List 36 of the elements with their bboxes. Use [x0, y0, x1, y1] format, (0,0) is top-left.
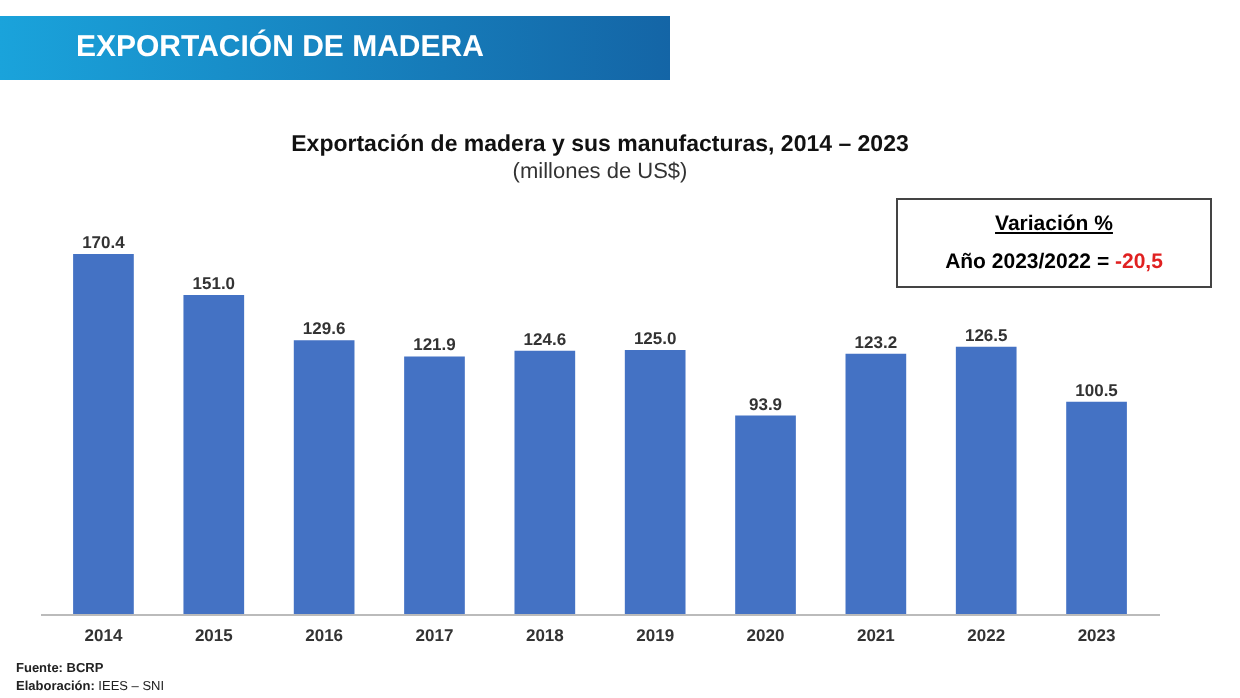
- text: Variación %: [993, 212, 1115, 236]
- data-label: 93.9: [748, 393, 783, 414]
- text: EXPORTACIÓN DE MADERA: [0, 16, 670, 80]
- bar: [735, 415, 796, 614]
- data-label: 125.0: [633, 327, 677, 348]
- bar: [845, 353, 907, 614]
- x-tick-label: 2023: [1077, 625, 1116, 645]
- x-tick-label: 2016: [305, 625, 344, 645]
- annotation: Año 2023/2022 =: [945, 250, 1110, 274]
- x-tick-label: 2020: [746, 625, 785, 645]
- x-tick-label: 2014: [84, 625, 123, 645]
- data-label: 126.5: [964, 324, 1009, 345]
- data-label: 100.5: [1075, 379, 1119, 400]
- bar: [955, 346, 1017, 614]
- x-tick-label: 2022: [967, 625, 1006, 645]
- x-tick-label: 2019: [636, 625, 675, 645]
- annotation: -20,5: [1115, 250, 1163, 274]
- bar: [404, 356, 465, 614]
- bar: [1066, 401, 1127, 614]
- bar: [73, 254, 134, 614]
- data-label: 170.4: [82, 232, 126, 252]
- chart-title: Exportación de madera y sus manufacturas, 2014 – 2023: [291, 133, 909, 157]
- bar: [183, 294, 245, 614]
- x-tick-label: 2018: [525, 625, 565, 645]
- bar: [624, 349, 686, 614]
- x-tick-label: 2017: [415, 625, 454, 645]
- data-label: 124.6: [523, 328, 567, 349]
- x-tick-label: 2015: [194, 625, 234, 645]
- bar: [514, 350, 576, 614]
- chart-subtitle: (millones de US$): [512, 160, 688, 184]
- bar: [293, 340, 355, 614]
- data-label: 123.2: [854, 331, 898, 352]
- data-label: 151.0: [192, 272, 236, 293]
- data-label: 121.9: [413, 334, 457, 355]
- x-tick-label: 2021: [856, 625, 896, 645]
- data-label: 129.6: [302, 318, 346, 339]
